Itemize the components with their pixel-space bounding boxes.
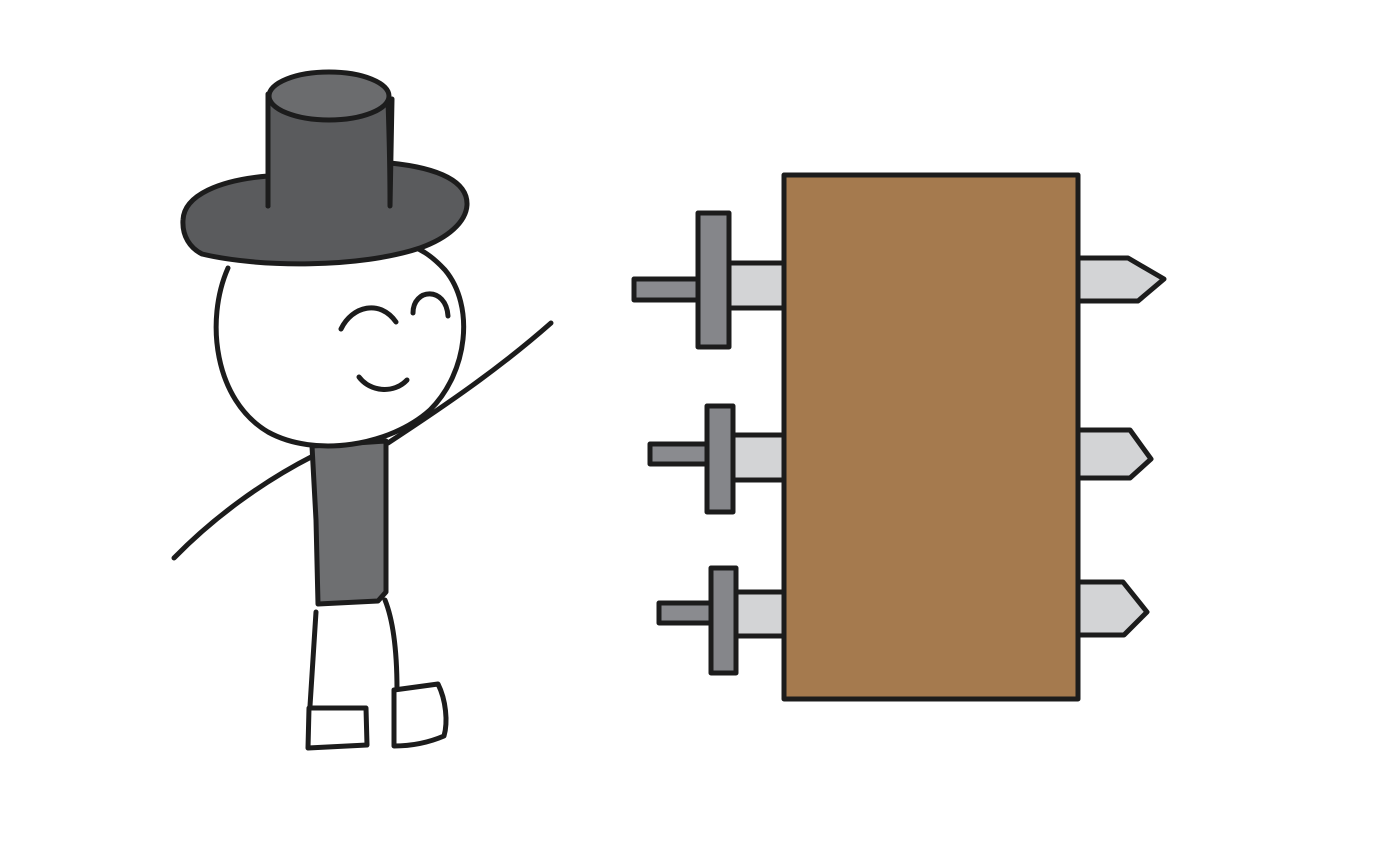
right-leg	[382, 597, 400, 693]
left-leg	[307, 609, 319, 709]
sword-handle	[631, 276, 701, 303]
sword-top	[631, 210, 1167, 350]
stick-figure	[171, 69, 554, 751]
right-eye	[410, 291, 451, 319]
left-eye	[338, 305, 399, 332]
hat-top	[266, 69, 392, 123]
hat-crown-sides	[265, 91, 393, 209]
hat-crown-body	[270, 98, 390, 200]
sword-guard	[695, 210, 732, 350]
sword-handle	[647, 441, 710, 467]
right-shoe	[391, 681, 449, 749]
sword-bottom	[656, 565, 1150, 676]
sword-tip	[1075, 427, 1154, 481]
sword-blade-stub	[730, 432, 787, 483]
wooden-block	[781, 172, 1081, 702]
shirt	[309, 438, 389, 607]
hat-brim	[180, 160, 470, 267]
sword-guard	[708, 565, 739, 676]
sword-tip	[1075, 579, 1150, 638]
right-arm	[385, 320, 554, 446]
sword-blade-stub	[733, 589, 787, 639]
sword-handle	[656, 600, 715, 626]
sword-blade-stub	[726, 260, 787, 311]
sword-guard	[704, 403, 736, 515]
swords	[631, 210, 1167, 676]
sword-tip	[1075, 255, 1167, 304]
smile	[356, 374, 410, 392]
head	[213, 243, 467, 449]
left-arm	[171, 453, 316, 561]
top-hat	[180, 69, 470, 267]
sword-middle	[647, 403, 1154, 515]
left-shoe	[305, 705, 370, 751]
